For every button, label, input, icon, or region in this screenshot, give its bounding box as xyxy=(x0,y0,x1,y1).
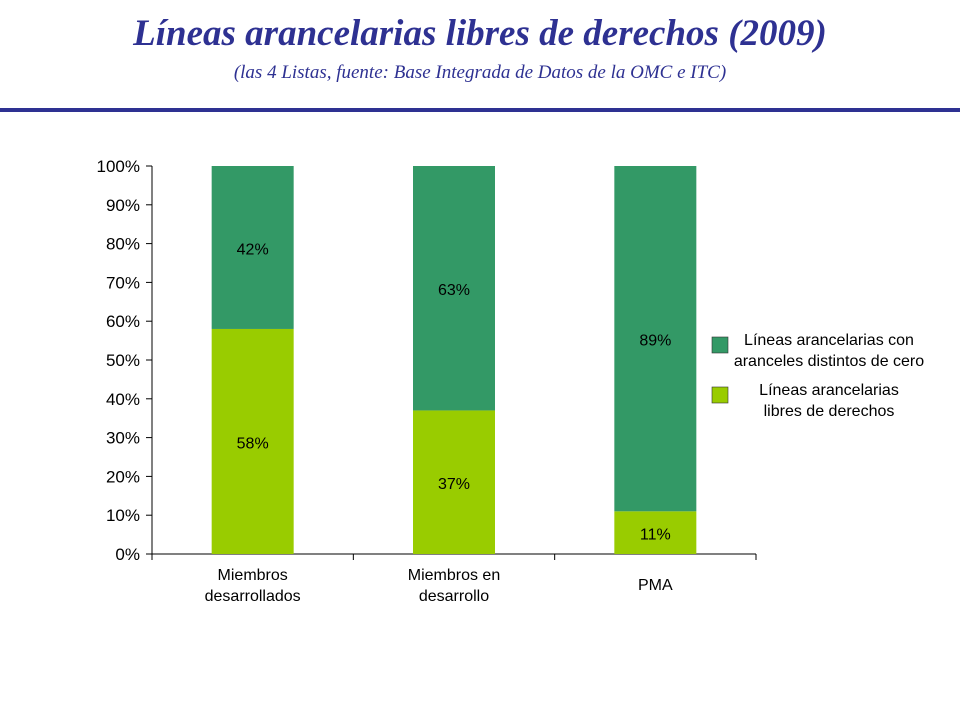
legend-label: Líneas arancelarias xyxy=(759,382,899,399)
data-label: 37% xyxy=(438,476,470,493)
data-label: 63% xyxy=(438,282,470,299)
y-tick-label: 0% xyxy=(115,545,140,564)
x-category-label: desarrollo xyxy=(419,588,489,605)
bar-segment xyxy=(211,166,294,329)
bar-segment xyxy=(614,511,697,554)
y-tick-label: 70% xyxy=(106,273,140,292)
chart-subtitle: (las 4 Listas, fuente: Base Integrada de… xyxy=(233,62,727,83)
chart-title: Líneas arancelarias libres de derechos (… xyxy=(133,13,827,54)
x-category-label: Miembros xyxy=(218,567,288,584)
legend-label: Líneas arancelarias con xyxy=(744,332,914,349)
data-label: 58% xyxy=(237,435,269,452)
y-tick-label: 80% xyxy=(106,235,140,254)
bar-segment xyxy=(211,328,294,554)
x-category-label: PMA xyxy=(638,577,673,594)
legend-label: libres de derechos xyxy=(764,403,895,420)
data-label: 89% xyxy=(639,333,671,350)
legend-label: aranceles distintos de cero xyxy=(734,353,924,370)
chart-legend: Líneas arancelarias con aranceles distint… xyxy=(711,332,924,420)
y-tick-label: 20% xyxy=(106,467,140,486)
y-tick-label: 40% xyxy=(106,390,140,409)
y-tick-label: 60% xyxy=(106,312,140,331)
bar-segment xyxy=(413,410,495,554)
chart-bars: 58% 42% 37% 63% 11% 89% xyxy=(211,166,697,554)
data-label: 42% xyxy=(237,241,269,258)
y-tick-label: 90% xyxy=(106,196,140,215)
x-category-label: Miembros en xyxy=(408,567,500,584)
chart-axes: 0% 10% 20% 30% 40% 50% 60% 70% 80% 90% 100% Miembro… xyxy=(97,157,757,605)
title-divider xyxy=(0,108,960,112)
bar-segment xyxy=(413,166,495,411)
y-tick-label: 30% xyxy=(106,429,140,448)
data-label: 11% xyxy=(640,527,671,544)
y-tick-label: 50% xyxy=(106,351,140,370)
y-tick-label: 100% xyxy=(97,157,140,176)
bar-segment xyxy=(614,166,697,512)
legend-swatch xyxy=(711,336,729,354)
y-tick-label: 10% xyxy=(106,506,140,525)
x-category-label: desarrollados xyxy=(205,588,301,605)
legend-swatch xyxy=(711,386,729,404)
